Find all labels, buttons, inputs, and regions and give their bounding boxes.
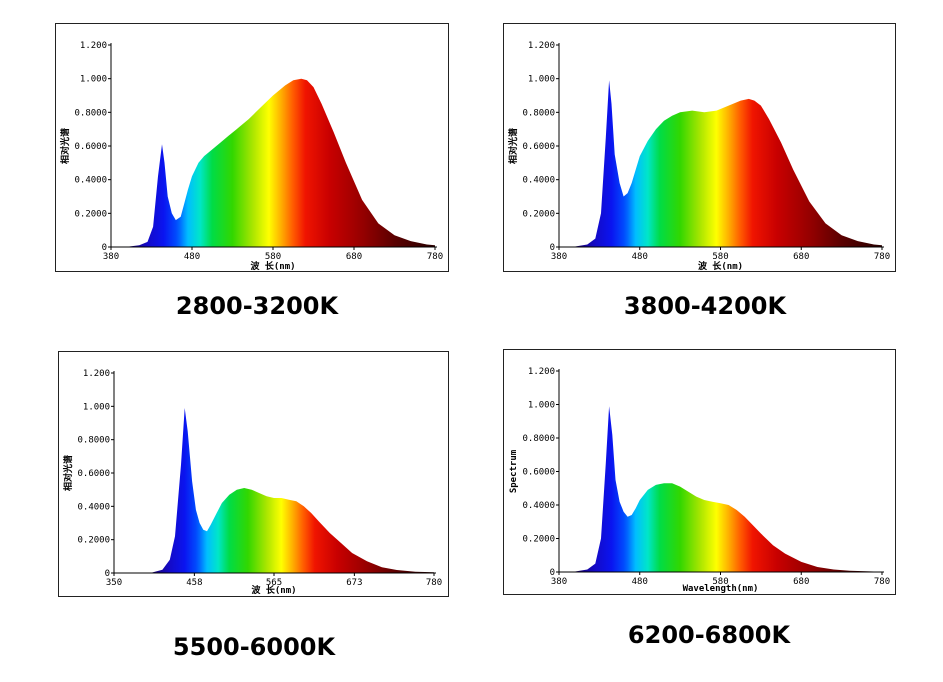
x-tick-label: 780: [427, 252, 443, 262]
y-axis-label: 相对光谱: [507, 128, 519, 164]
y-tick-label: 0.2000: [522, 535, 555, 545]
x-tick-label: 580: [712, 577, 728, 587]
y-tick-label: 0.6000: [77, 469, 110, 479]
spectrum-area: [559, 406, 882, 572]
x-tick-label: 380: [551, 577, 567, 587]
x-tick-label: 380: [551, 252, 567, 262]
x-tick-label: 780: [874, 577, 890, 587]
caption-1: 2800-3200K: [175, 292, 339, 320]
y-tick-label: 0.8000: [522, 108, 555, 118]
y-axis-label: 相对光谱: [62, 455, 74, 491]
spectrum-svg-3: 0 0.2000 0.4000 0.6000 0.8000 1.000 1.200 350 45…: [62, 369, 442, 596]
y-axis-label: Spectrum: [509, 449, 519, 493]
x-tick-label: 480: [184, 252, 200, 262]
y-tick-label: 0.6000: [522, 468, 555, 478]
y-tick-label: 0.4000: [522, 501, 555, 511]
y-tick-label: 0.8000: [77, 436, 110, 446]
y-tick-label: 0.2000: [522, 209, 555, 219]
spectrum-area: [111, 78, 435, 247]
y-tick-label: 0.2000: [77, 536, 110, 546]
spectrum-svg-2: 0 0.2000 0.4000 0.6000 0.8000 1.000 1.200 380 48…: [507, 41, 890, 272]
spectrum-chart-1: 0 0.2000 0.4000 0.6000 0.8000 1.000 1.200 380 48…: [55, 23, 449, 272]
x-tick-label: 350: [106, 578, 122, 588]
x-tick-label: 380: [103, 252, 119, 262]
x-tick-label: 680: [793, 252, 809, 262]
y-axis-label: 相对光谱: [59, 128, 71, 164]
y-tick-label: 0.6000: [74, 142, 107, 152]
spectrum-chart-2: 0 0.2000 0.4000 0.6000 0.8000 1.000 1.200 380 48…: [503, 23, 896, 272]
x-tick-label: 580: [265, 252, 281, 262]
x-axis-label: 波 长(nm): [251, 584, 296, 596]
y-tick-label: 1.200: [528, 367, 555, 377]
x-tick-label: 680: [346, 252, 362, 262]
caption-3: 5500-6000K: [172, 633, 336, 661]
spectrum-chart-3: 0 0.2000 0.4000 0.6000 0.8000 1.000 1.200 350 45…: [58, 351, 449, 597]
x-tick-label: 680: [793, 577, 809, 587]
x-tick-label: 780: [426, 578, 442, 588]
spectrum-svg-4: 0 0.2000 0.4000 0.6000 0.8000 1.000 1.200 380 48…: [509, 367, 890, 594]
y-tick-label: 0.6000: [522, 142, 555, 152]
y-tick-label: 0: [550, 243, 555, 253]
y-tick-label: 1.000: [528, 75, 555, 85]
spectrum-chart-4: 0 0.2000 0.4000 0.6000 0.8000 1.000 1.200 380 48…: [503, 349, 896, 595]
y-tick-label: 1.200: [80, 41, 107, 51]
y-tick-label: 1.000: [80, 75, 107, 85]
y-tick-label: 1.000: [83, 402, 110, 412]
caption-4: 6200-6800K: [627, 621, 791, 649]
y-tick-label: 0.4000: [522, 176, 555, 186]
caption-2: 3800-4200K: [623, 292, 787, 320]
x-tick-label: 480: [632, 577, 648, 587]
x-tick-label: 480: [632, 252, 648, 262]
spectrum-svg-1: 0 0.2000 0.4000 0.6000 0.8000 1.000 1.200 380 48…: [59, 41, 443, 272]
x-axis-label: 波 长(nm): [250, 260, 295, 272]
y-tick-label: 0.4000: [74, 176, 107, 186]
y-tick-label: 0: [102, 243, 107, 253]
x-tick-label: 565: [266, 578, 282, 588]
y-tick-label: 1.200: [83, 369, 110, 379]
y-tick-label: 0.8000: [74, 108, 107, 118]
y-tick-label: 1.000: [528, 401, 555, 411]
spectrum-area: [114, 408, 434, 573]
x-tick-label: 458: [186, 578, 202, 588]
x-tick-label: 673: [346, 578, 362, 588]
y-tick-label: 0: [105, 569, 110, 579]
y-tick-label: 0: [550, 568, 555, 578]
x-tick-label: 580: [712, 252, 728, 262]
y-tick-label: 0.4000: [77, 502, 110, 512]
x-tick-label: 780: [874, 252, 890, 262]
spectrum-area: [559, 80, 882, 247]
x-axis-label: Wavelength(nm): [683, 584, 759, 594]
y-tick-label: 1.200: [528, 41, 555, 51]
y-tick-label: 0.2000: [74, 209, 107, 219]
y-tick-label: 0.8000: [522, 434, 555, 444]
x-axis-label: 波 长(nm): [698, 260, 743, 272]
